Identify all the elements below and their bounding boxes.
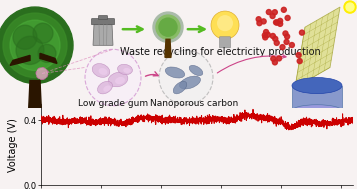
- Circle shape: [16, 36, 44, 64]
- Circle shape: [278, 21, 283, 26]
- Ellipse shape: [115, 77, 125, 84]
- FancyBboxPatch shape: [292, 86, 342, 111]
- Circle shape: [275, 20, 280, 25]
- Circle shape: [159, 50, 213, 105]
- Circle shape: [36, 67, 48, 80]
- Circle shape: [256, 17, 261, 22]
- Ellipse shape: [108, 72, 128, 87]
- Circle shape: [297, 59, 302, 64]
- Circle shape: [344, 1, 356, 13]
- Ellipse shape: [292, 105, 342, 117]
- Circle shape: [290, 43, 295, 48]
- Polygon shape: [165, 39, 171, 57]
- Circle shape: [270, 33, 275, 39]
- Polygon shape: [295, 7, 340, 88]
- Circle shape: [159, 18, 177, 36]
- Y-axis label: Voltage (V): Voltage (V): [7, 118, 17, 172]
- Circle shape: [262, 33, 267, 38]
- Circle shape: [263, 35, 268, 40]
- Polygon shape: [40, 53, 57, 64]
- Circle shape: [281, 7, 286, 12]
- Ellipse shape: [189, 65, 203, 76]
- Ellipse shape: [99, 68, 107, 75]
- Circle shape: [271, 56, 276, 61]
- Circle shape: [296, 53, 301, 58]
- Circle shape: [283, 31, 288, 36]
- Circle shape: [211, 11, 239, 39]
- Circle shape: [257, 21, 262, 26]
- Circle shape: [0, 7, 73, 84]
- Circle shape: [272, 10, 277, 15]
- Ellipse shape: [165, 67, 185, 78]
- Circle shape: [285, 34, 290, 39]
- Circle shape: [33, 23, 53, 43]
- Ellipse shape: [103, 85, 111, 92]
- Circle shape: [272, 60, 277, 65]
- Text: Waste recycling for electricity production: Waste recycling for electricity producti…: [120, 47, 320, 57]
- Polygon shape: [10, 55, 30, 65]
- Circle shape: [270, 13, 275, 19]
- Circle shape: [261, 19, 266, 24]
- Ellipse shape: [173, 81, 187, 94]
- Circle shape: [13, 25, 37, 49]
- Circle shape: [278, 18, 283, 23]
- Circle shape: [284, 39, 289, 44]
- Circle shape: [266, 9, 271, 15]
- Circle shape: [274, 40, 279, 45]
- Ellipse shape: [92, 64, 110, 77]
- Circle shape: [280, 45, 285, 50]
- Circle shape: [300, 30, 305, 35]
- Ellipse shape: [117, 64, 132, 75]
- Circle shape: [263, 29, 268, 35]
- Polygon shape: [27, 81, 43, 146]
- Ellipse shape: [123, 68, 131, 73]
- FancyBboxPatch shape: [220, 37, 231, 48]
- Circle shape: [265, 32, 270, 37]
- FancyBboxPatch shape: [99, 16, 107, 20]
- Circle shape: [38, 44, 56, 62]
- Circle shape: [153, 12, 183, 42]
- Circle shape: [3, 13, 67, 77]
- Polygon shape: [93, 24, 113, 45]
- Circle shape: [217, 15, 233, 31]
- Text: Low grade gum: Low grade gum: [78, 99, 148, 108]
- Ellipse shape: [180, 76, 201, 89]
- Circle shape: [10, 20, 60, 70]
- Ellipse shape: [97, 81, 112, 94]
- Text: Nanoporous carbon: Nanoporous carbon: [150, 99, 238, 108]
- Circle shape: [346, 3, 354, 11]
- Circle shape: [273, 36, 278, 41]
- FancyBboxPatch shape: [91, 19, 115, 25]
- Circle shape: [273, 20, 278, 25]
- Circle shape: [156, 15, 180, 39]
- Circle shape: [85, 49, 141, 106]
- Ellipse shape: [292, 77, 342, 94]
- Circle shape: [285, 15, 290, 20]
- Circle shape: [277, 56, 282, 61]
